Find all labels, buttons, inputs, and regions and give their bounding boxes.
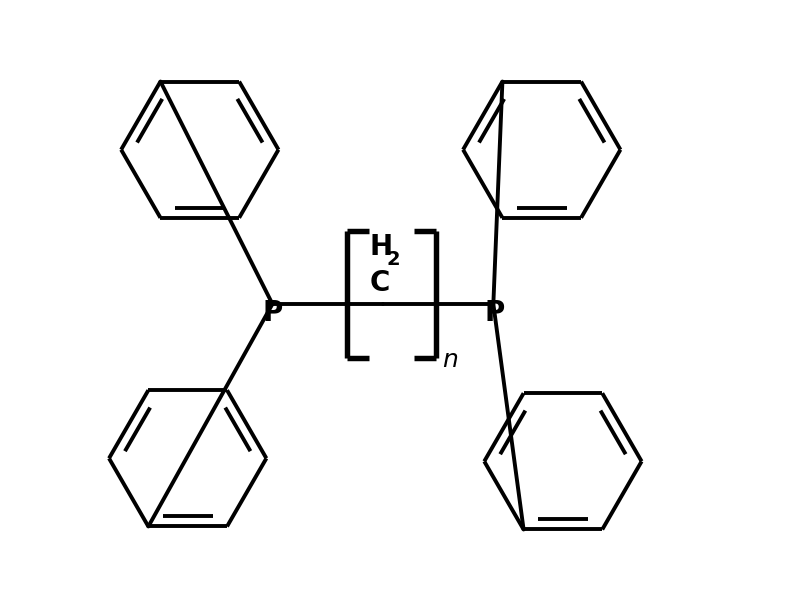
Text: P: P bbox=[262, 299, 282, 327]
Text: 2: 2 bbox=[386, 250, 400, 269]
Text: H: H bbox=[370, 232, 393, 260]
Text: n: n bbox=[442, 348, 458, 371]
Text: P: P bbox=[485, 299, 505, 327]
Text: C: C bbox=[370, 269, 389, 297]
